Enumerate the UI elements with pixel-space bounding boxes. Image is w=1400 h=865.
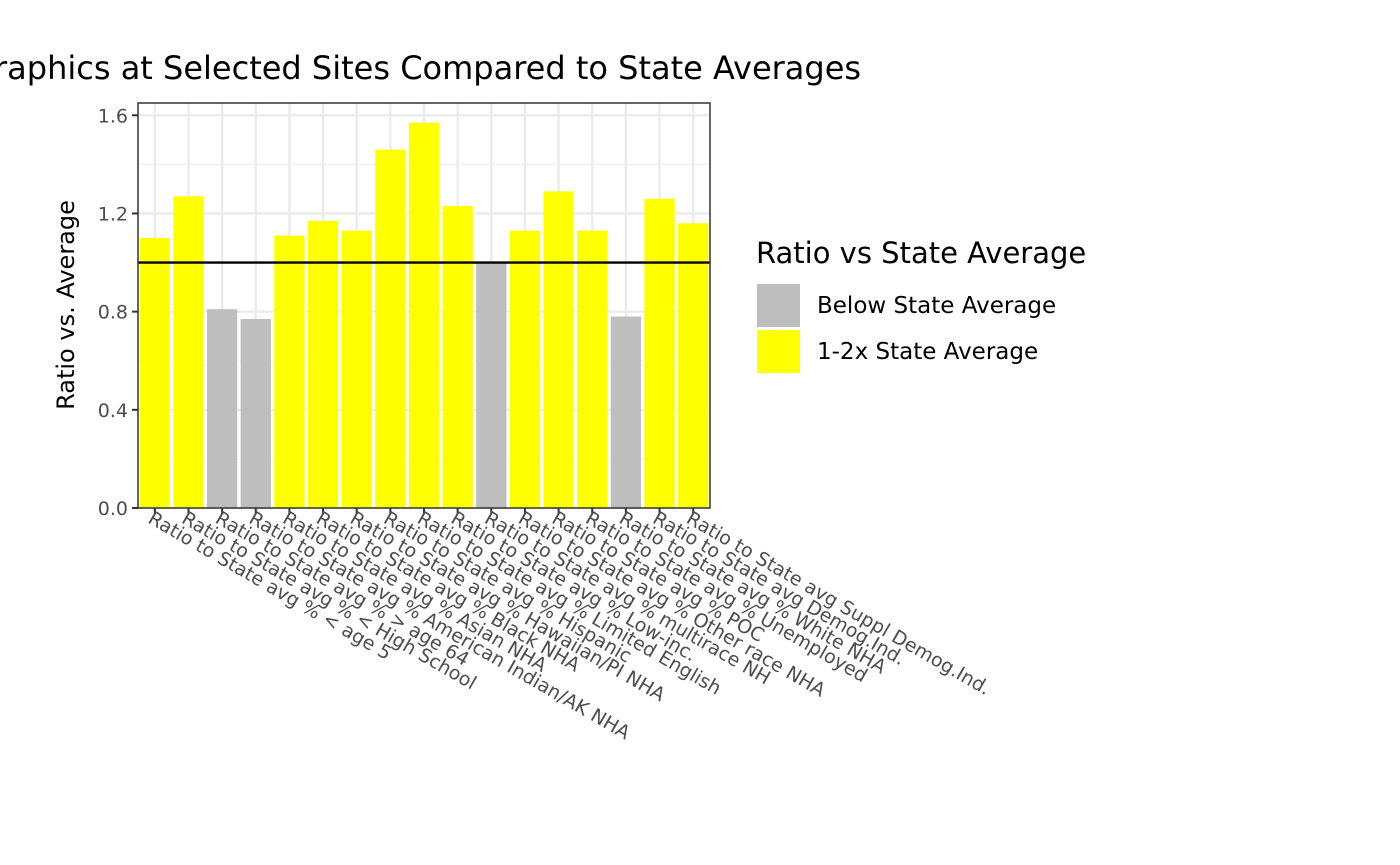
y-tick-label: 1.6 (98, 105, 128, 127)
bar (442, 206, 473, 508)
legend-title: Ratio vs State Average (756, 236, 1086, 270)
bar (644, 198, 675, 508)
legend-key (757, 284, 800, 327)
bar (307, 220, 339, 508)
bar (375, 149, 406, 509)
y-axis-title: Ratio vs. Average (52, 200, 80, 410)
y-tick-label: 0.4 (98, 400, 128, 422)
bar (577, 230, 608, 509)
legend: Ratio vs State Average Below State Avera… (756, 236, 1086, 373)
bar (139, 238, 170, 508)
bar (509, 230, 541, 509)
bar (543, 191, 574, 508)
legend-key (757, 330, 800, 373)
chart-title: raphics at Selected Sites Compared to St… (0, 49, 861, 87)
bar (408, 122, 440, 509)
bar (240, 319, 271, 508)
bar (341, 230, 372, 509)
y-axis: 0.0 0.4 0.8 1.2 1.6 (98, 105, 138, 520)
bar (274, 235, 305, 508)
legend-label: 1-2x State Average (817, 339, 1038, 365)
y-tick-label: 1.2 (98, 203, 128, 225)
legend-label: Below State Average (817, 293, 1056, 319)
bar (173, 196, 204, 509)
bar (206, 309, 238, 508)
bar (610, 316, 642, 508)
bar (476, 262, 507, 508)
bars (139, 122, 709, 509)
y-tick-label: 0.8 (98, 302, 128, 324)
bar (678, 223, 709, 509)
y-tick-label: 0.0 (98, 498, 128, 520)
